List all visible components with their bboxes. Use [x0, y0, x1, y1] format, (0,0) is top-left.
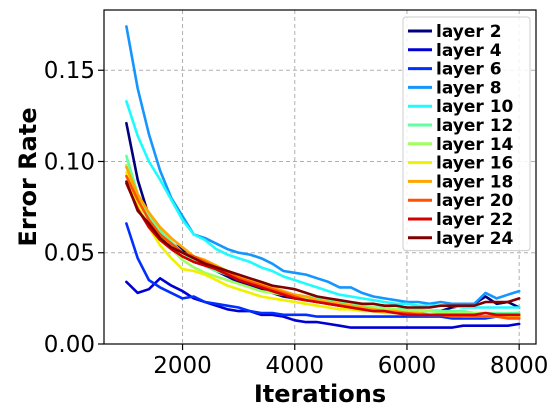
- series-line-layer-22: [125, 182, 521, 317]
- legend-label: layer 10: [436, 97, 514, 117]
- y-tick-label: 0.05: [44, 241, 95, 267]
- x-axis-title: Iterations: [254, 380, 386, 408]
- x-tick-label: 2000: [153, 353, 212, 379]
- legend-label: layer 20: [436, 191, 514, 211]
- legend-label: layer 14: [436, 135, 514, 155]
- x-tick-label: 6000: [378, 353, 437, 379]
- series-line-layer-12: [125, 154, 521, 315]
- y-axis-ticks: 0.00 0.05 0.10 0.15: [44, 58, 104, 358]
- plot-frame: [103, 9, 537, 345]
- series-line-layer-24: [125, 180, 521, 309]
- x-tick-label: 4000: [265, 353, 324, 379]
- y-axis-title: Error Rate: [14, 107, 42, 246]
- legend-label: layer 4: [436, 41, 502, 61]
- legend-box: [402, 16, 531, 252]
- y-tick-label: 0.10: [44, 149, 95, 175]
- legend-label: layer 12: [436, 116, 513, 136]
- legend-label: layer 22: [436, 210, 513, 230]
- x-axis-ticks: 2000 4000 6000 8000: [153, 344, 548, 379]
- legend-label: layer 16: [436, 154, 513, 174]
- legend-label: layer 6: [436, 60, 502, 80]
- series-lines: [125, 25, 521, 329]
- legend-label: layer 8: [436, 78, 502, 98]
- series-line-layer-6: [125, 222, 521, 320]
- y-tick-label: 0.00: [44, 332, 95, 358]
- legend-label: layer 18: [436, 172, 513, 192]
- legend-label: layer 24: [436, 229, 514, 249]
- x-tick-label: 8000: [490, 353, 549, 379]
- y-tick-label: 0.15: [44, 58, 95, 84]
- legend-label: layer 2: [436, 22, 502, 42]
